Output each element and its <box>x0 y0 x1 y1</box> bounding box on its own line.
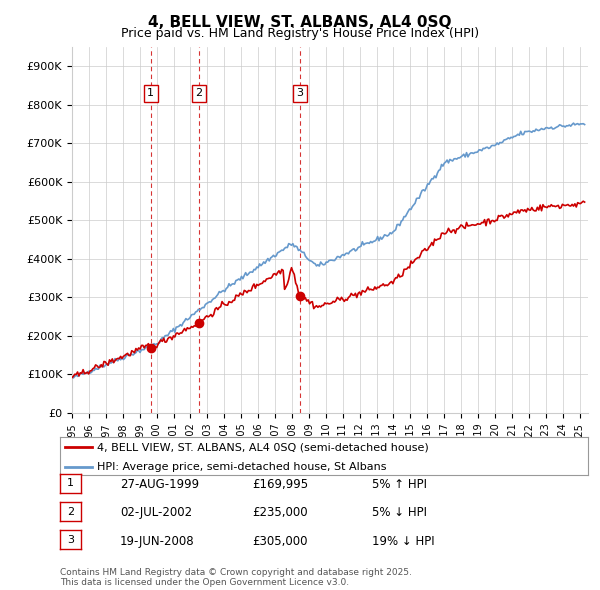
Text: 2: 2 <box>67 507 74 516</box>
Text: 27-AUG-1999: 27-AUG-1999 <box>120 478 199 491</box>
Text: £305,000: £305,000 <box>252 535 308 548</box>
Text: 5% ↑ HPI: 5% ↑ HPI <box>372 478 427 491</box>
Text: £169,995: £169,995 <box>252 478 308 491</box>
Text: 19% ↓ HPI: 19% ↓ HPI <box>372 535 434 548</box>
Text: 5% ↓ HPI: 5% ↓ HPI <box>372 506 427 519</box>
Text: 4, BELL VIEW, ST. ALBANS, AL4 0SQ (semi-detached house): 4, BELL VIEW, ST. ALBANS, AL4 0SQ (semi-… <box>97 442 429 453</box>
Text: 2: 2 <box>196 88 202 99</box>
Text: 1: 1 <box>147 88 154 99</box>
Text: 19-JUN-2008: 19-JUN-2008 <box>120 535 194 548</box>
Text: 3: 3 <box>296 88 303 99</box>
Text: 1: 1 <box>67 478 74 488</box>
Text: 3: 3 <box>67 535 74 545</box>
Text: 4, BELL VIEW, ST. ALBANS, AL4 0SQ: 4, BELL VIEW, ST. ALBANS, AL4 0SQ <box>148 15 452 30</box>
Text: Price paid vs. HM Land Registry's House Price Index (HPI): Price paid vs. HM Land Registry's House … <box>121 27 479 40</box>
Text: Contains HM Land Registry data © Crown copyright and database right 2025.
This d: Contains HM Land Registry data © Crown c… <box>60 568 412 587</box>
Text: £235,000: £235,000 <box>252 506 308 519</box>
Text: 02-JUL-2002: 02-JUL-2002 <box>120 506 192 519</box>
Text: HPI: Average price, semi-detached house, St Albans: HPI: Average price, semi-detached house,… <box>97 461 386 471</box>
